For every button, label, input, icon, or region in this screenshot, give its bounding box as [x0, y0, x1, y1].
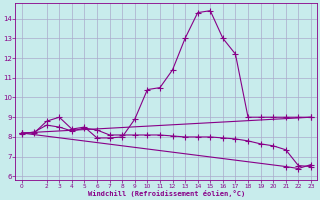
X-axis label: Windchill (Refroidissement éolien,°C): Windchill (Refroidissement éolien,°C) [88, 190, 245, 197]
